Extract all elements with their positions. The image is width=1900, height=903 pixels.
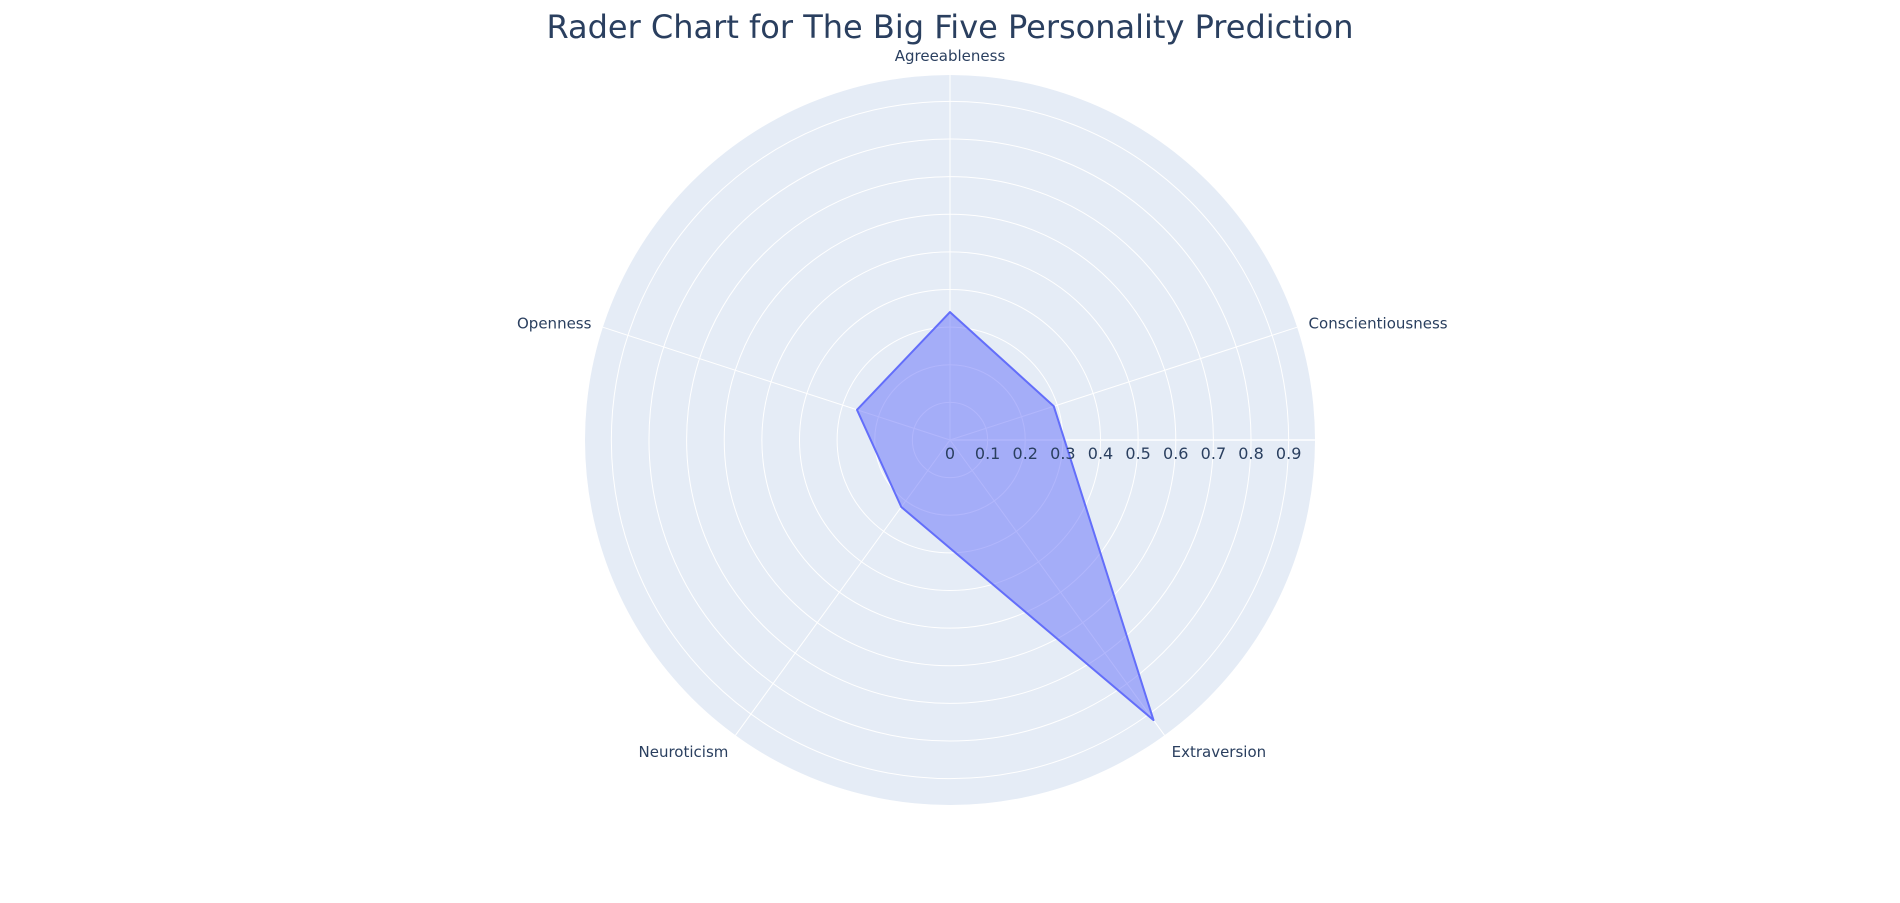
- polar-area: 0 0.1 0.2 0.3 0.4 0.5 0.6 0.7 0.8 0.9 Agreeablenes…: [517, 47, 1448, 805]
- category-label-neuroticism: Neuroticism: [639, 743, 729, 761]
- category-label-openness: Openness: [517, 315, 592, 333]
- series-polygon: [856, 311, 1155, 722]
- category-label-conscientiousness: Conscientiousness: [1309, 315, 1448, 333]
- radial-tick-label: 0.3: [1050, 444, 1075, 463]
- radial-tick-label: 0.4: [1088, 444, 1113, 463]
- radial-tick-label: 0.7: [1201, 444, 1226, 463]
- radial-tick-label: 0.5: [1125, 444, 1150, 463]
- radial-tick-label: 0.1: [975, 444, 1000, 463]
- radial-tick-label: 0.9: [1276, 444, 1301, 463]
- radial-tick-label: 0.2: [1013, 444, 1038, 463]
- chart-title: Rader Chart for The Big Five Personality…: [546, 8, 1353, 46]
- radial-tick-label: 0.6: [1163, 444, 1188, 463]
- category-label-extraversion: Extraversion: [1172, 743, 1267, 761]
- category-label-agreeableness: Agreeableness: [895, 47, 1006, 65]
- radial-tick-label: 0.8: [1238, 444, 1263, 463]
- radial-tick-label: 0: [945, 444, 955, 463]
